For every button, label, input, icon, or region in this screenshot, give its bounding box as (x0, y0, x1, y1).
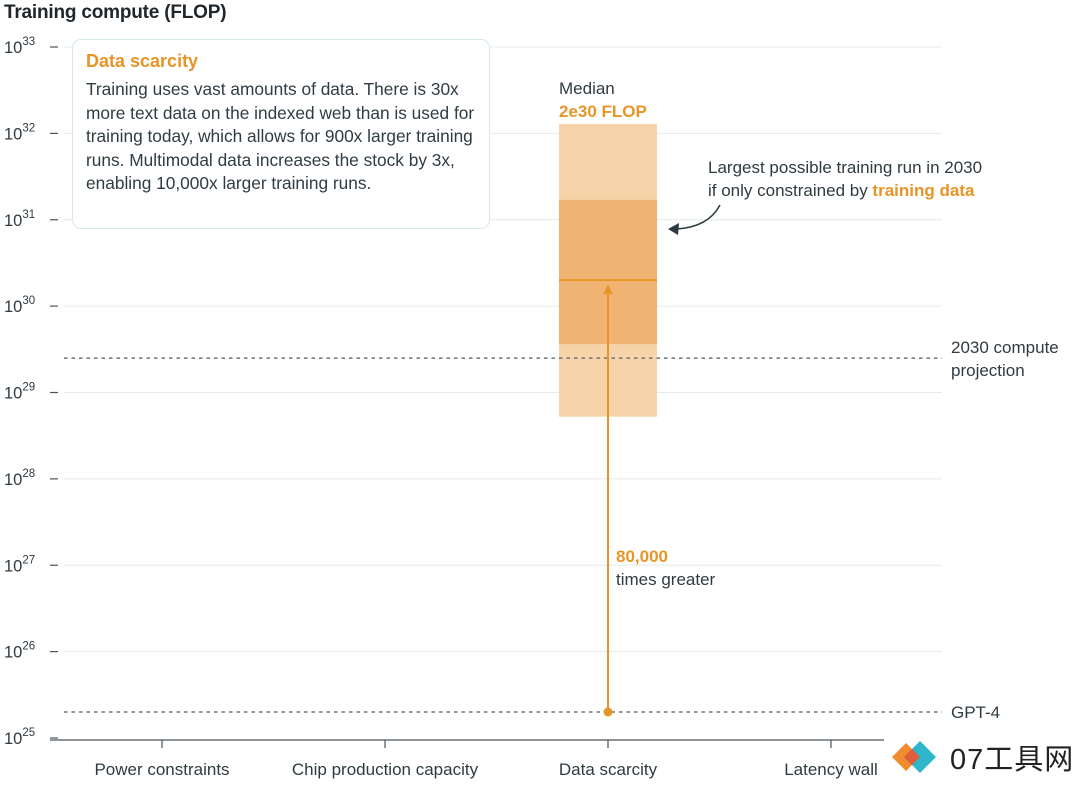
y-tick-label: 1025 (4, 727, 35, 748)
increase-text-label: times greater (616, 570, 716, 589)
watermark-text: 07工具网 (950, 744, 1075, 776)
y-tick-label: 1031 (4, 209, 35, 230)
x-tick-label: Latency wall (784, 760, 878, 779)
projection-label-line2: projection (951, 361, 1025, 380)
training-data-highlight: training data (872, 181, 975, 200)
y-tick-label: 1026 (4, 641, 35, 662)
median-label-value: 2e30 FLOP (559, 102, 647, 121)
y-tick-label: 1030 (4, 295, 35, 316)
y-axis-title: Training compute (FLOP) (4, 2, 227, 23)
x-tick-label: Data scarcity (559, 760, 658, 779)
gpt4-label: GPT-4 (951, 703, 1000, 722)
median-label-line1: Median (559, 79, 615, 98)
data-scarcity-info-box: Data scarcity Training uses vast amounts… (72, 39, 490, 229)
y-tick-label: 1027 (4, 554, 35, 575)
largest-run-annotation-line2: if only constrained by training data (708, 181, 975, 200)
y-tick-label: 1029 (4, 382, 35, 403)
annotation-pointer-curve (675, 204, 721, 230)
x-tick-label: Power constraints (94, 760, 229, 779)
watermark: 07工具网 (884, 728, 1080, 786)
info-box-title: Data scarcity (86, 51, 199, 71)
largest-run-annotation-line1: Largest possible training run in 2030 (708, 158, 982, 177)
growth-arrow-head (603, 284, 613, 295)
annotation-pointer-head (668, 223, 679, 235)
gpt4-point (603, 707, 613, 717)
y-tick-label: 1033 (4, 36, 35, 57)
projection-label-line1: 2030 compute (951, 338, 1059, 357)
y-tick-label: 1028 (4, 468, 35, 489)
increase-value-label: 80,000 (616, 547, 668, 566)
diamond-logo-icon (892, 741, 936, 773)
info-box-body: Training uses vast amounts of data. Ther… (86, 79, 475, 193)
x-tick-label: Chip production capacity (292, 760, 479, 779)
y-tick-label: 1032 (4, 122, 35, 143)
